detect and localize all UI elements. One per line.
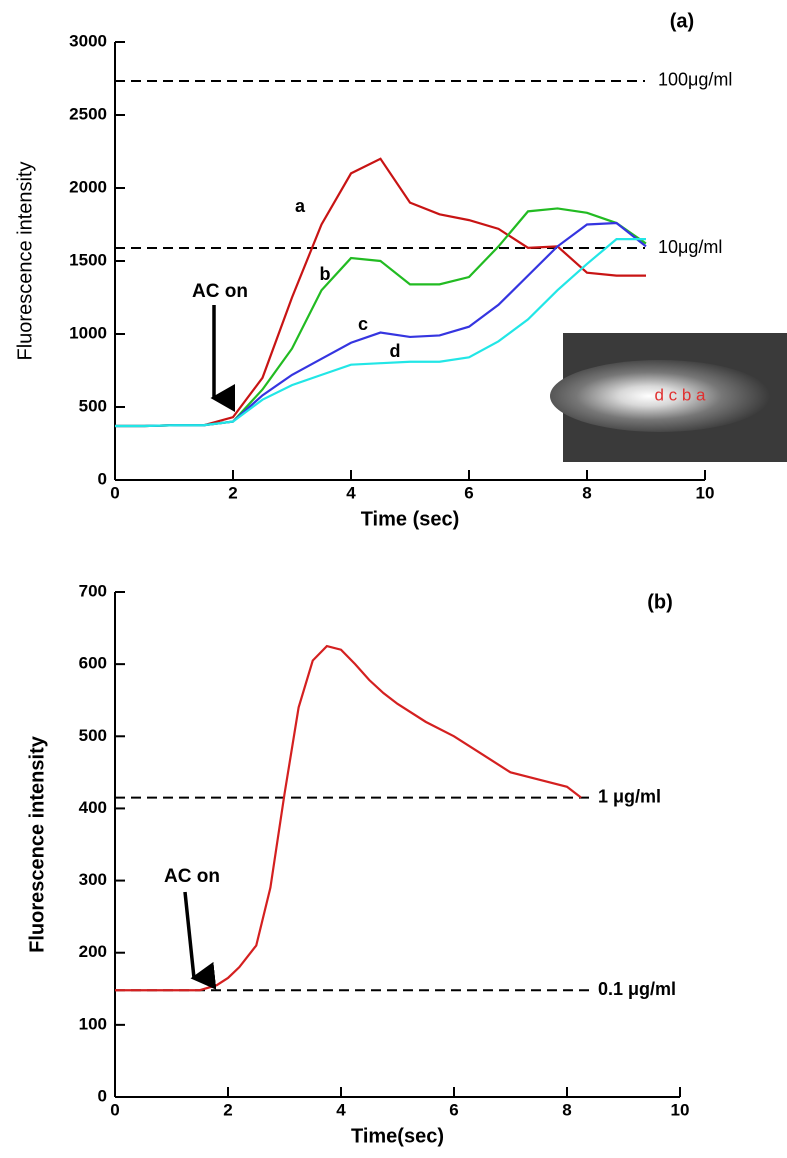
inset-text: d c b a [654,385,706,404]
y-tick-label: 500 [79,726,107,745]
y-tick-label: 2000 [69,177,107,196]
reference-label: 0.1 μg/ml [598,979,676,999]
annotation: AC on [164,866,220,887]
x-axis-title: Time (sec) [361,508,460,530]
series-label: a [295,196,306,216]
y-tick-label: 0 [98,1086,107,1105]
reference-label: 100μg/ml [658,70,732,90]
x-tick-label: 6 [464,483,473,502]
y-tick-label: 300 [79,870,107,889]
x-tick-label: 10 [696,483,715,502]
x-tick-label: 0 [110,1100,119,1119]
y-tick-label: 500 [79,396,107,415]
data-line [115,644,582,992]
inset-glow [550,360,770,432]
panel-label: (b) [647,591,673,613]
data-line [115,238,646,428]
x-tick-label: 0 [110,483,119,502]
y-tick-label: 400 [79,798,107,817]
x-tick-label: 6 [449,1100,458,1119]
panel-label: (a) [670,10,694,32]
y-tick-label: 2500 [69,104,107,123]
y-tick-label: 1000 [69,323,107,342]
x-tick-label: 8 [582,483,591,502]
annotation: AC on [192,281,248,302]
y-tick-label: 700 [79,581,107,600]
x-tick-label: 4 [346,483,356,502]
y-tick-label: 1500 [69,250,107,269]
x-tick-label: 2 [228,483,237,502]
annotation-arrow [183,891,217,990]
inset-image: d c b a [550,333,787,462]
x-tick-label: 10 [671,1100,690,1119]
series-label: b [320,264,331,284]
x-tick-label: 2 [223,1100,232,1119]
y-tick-label: 100 [79,1014,107,1033]
reference-label: 1 μg/ml [598,786,661,806]
y-tick-label: 3000 [69,31,107,50]
x-tick-label: 8 [562,1100,571,1119]
series-label: c [358,314,368,334]
y-axis-title: Fluorescence intensity [26,735,48,953]
x-axis-title: Time(sec) [351,1125,444,1147]
y-tick-label: 0 [98,469,107,488]
x-tick-label: 4 [336,1100,346,1119]
series-label: d [390,341,401,361]
y-tick-label: 600 [79,654,107,673]
y-tick-label: 200 [79,942,107,961]
y-axis-title: Fluorescence intensity [14,162,36,361]
reference-label: 10μg/ml [658,237,722,257]
